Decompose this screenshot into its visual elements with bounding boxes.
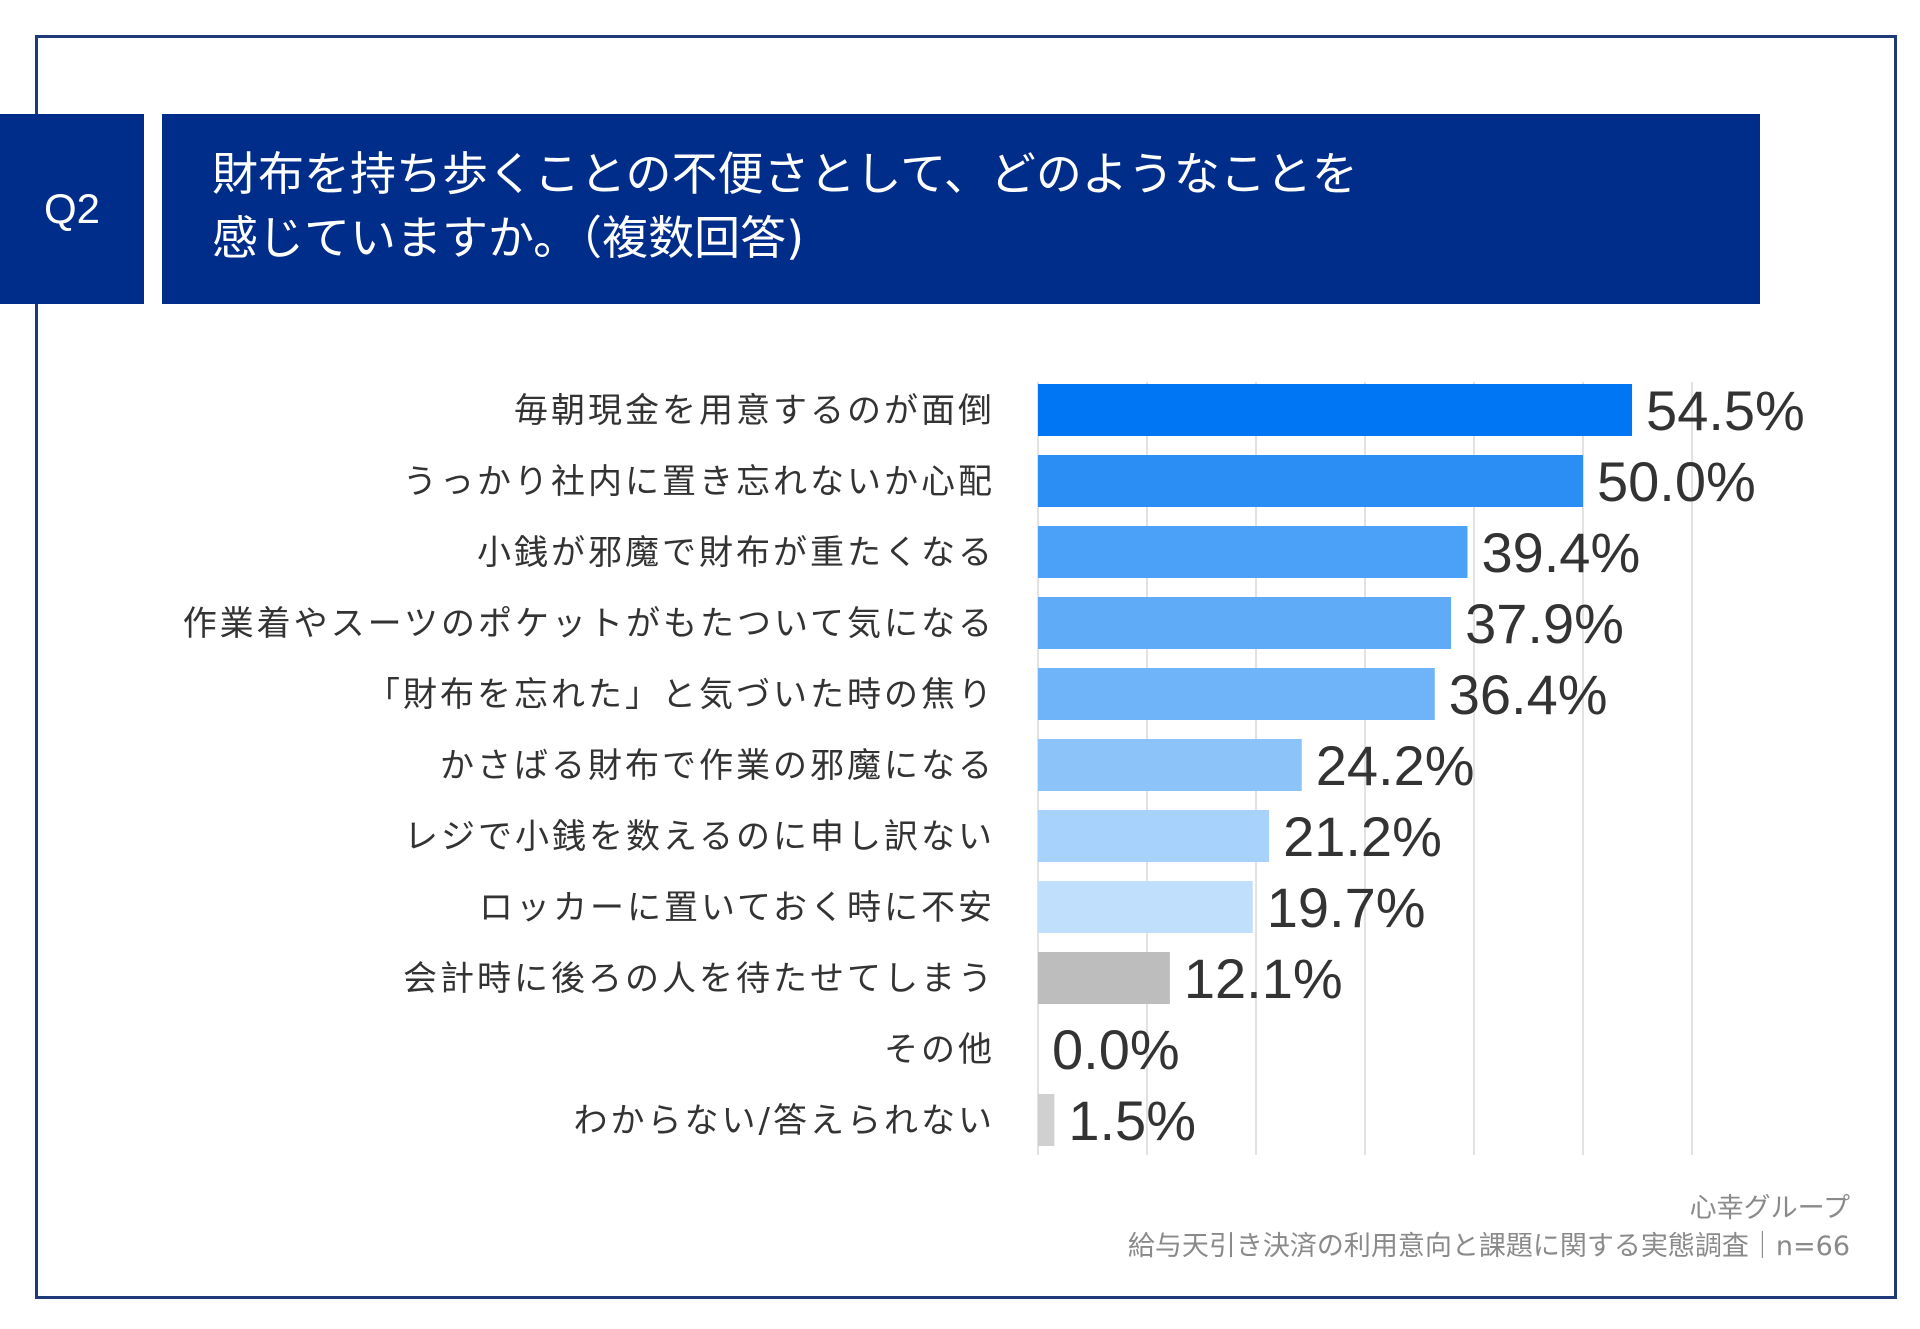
value-label: 50.0% [1597,450,1756,513]
value-label: 36.4% [1449,663,1608,726]
category-label: レジで小銭を数えるのに申し訳ない [404,817,995,857]
bar [1038,810,1270,862]
bar [1038,881,1253,933]
category-label: うっかり社内に置き忘れないか心配 [403,462,995,502]
footer-survey-info: 給与天引き決済の利用意向と課題に関する実態調査｜n=66 [1127,1231,1850,1262]
value-label: 39.4% [1481,521,1640,584]
bar [1038,384,1633,436]
value-label: 24.2% [1316,734,1475,797]
category-label: ロッカーに置いておく時に不安 [479,888,995,928]
bar [1038,668,1435,720]
question-title-line-2: 感じていますか。（複数回答) [212,211,805,265]
category-label: かさばる財布で作業の邪魔になる [440,746,995,786]
footer-organization: 心幸グループ [1689,1193,1850,1224]
bar [1038,526,1468,578]
value-label: 37.9% [1465,592,1624,655]
category-label: 「財布を忘れた」と気づいた時の焦り [366,675,995,715]
value-label: 54.5% [1646,379,1805,442]
value-label: 19.7% [1267,876,1426,939]
category-label: 会計時に後ろの人を待たせてしまう [403,959,995,999]
category-label: その他 [884,1030,995,1070]
bar [1038,597,1452,649]
question-number-badge: Q2 [0,114,144,304]
category-label: 作業着やスーツのポケットがもたついて気になる [183,604,995,644]
value-label: 1.5% [1068,1089,1196,1152]
footer: 心幸グループ 給与天引き決済の利用意向と課題に関する実態調査｜n=66 [1128,1190,1850,1266]
value-label: 21.2% [1283,805,1442,868]
slide-frame [35,35,1897,1299]
category-label: 小銭が邪魔で財布が重たくなる [477,533,995,573]
bar [1038,739,1302,791]
bar [1038,455,1583,507]
value-label: 12.1% [1184,947,1343,1010]
category-label: 毎朝現金を用意するのが面倒 [514,391,995,431]
bar [1038,952,1170,1004]
value-label: 0.0% [1052,1018,1180,1081]
question-title-line-1: 財布を持ち歩くことの不便さとして、どのようなことを [212,147,1358,201]
question-title: 財布を持ち歩くことの不便さとして、どのようなことを 感じていますか。（複数回答) [162,114,1760,304]
category-label: わからない/答えられない [574,1101,995,1141]
bar [1038,1094,1055,1146]
